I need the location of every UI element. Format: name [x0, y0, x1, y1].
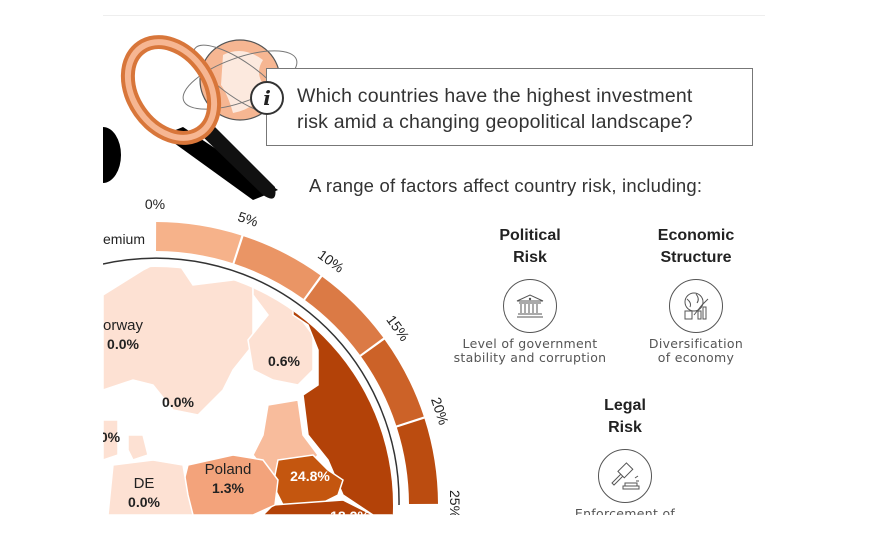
map-label-left: 0% — [103, 429, 121, 445]
map-label-ukraine: 24.8% — [290, 468, 330, 484]
scale-baseline-arc — [103, 257, 400, 506]
infographic: emium 0% 5% 10% 15% 20% 25% orway 0.0% 0.6% 0.… — [103, 15, 765, 515]
subtitle: A range of factors affect country risk, … — [309, 175, 703, 196]
map-label-poland: Poland 1.3% — [204, 461, 252, 496]
factor-legal-risk: Legal Risk Enforcement of — [574, 397, 676, 515]
factor-political-risk: Political Risk Level of government stabi… — [453, 227, 607, 365]
scale-tick-label: 25% — [447, 490, 463, 515]
map-region-east-dark[interactable] — [261, 499, 374, 515]
decorative-black-shape — [103, 127, 121, 183]
info-icon: i — [250, 81, 284, 115]
map-label-norway: orway 0.0% — [103, 317, 143, 352]
question-text: Which countries have the highest investm… — [297, 85, 693, 133]
map-region-norway-sweden[interactable] — [103, 255, 254, 416]
scale-segment — [396, 418, 438, 504]
scale-segment — [361, 339, 424, 426]
map-label-germany: DE 0.0% — [128, 475, 160, 510]
map-label-russia: 18.2% — [325, 507, 375, 515]
scale-tick-label: 0% — [144, 196, 166, 212]
question-box: Which countries have the highest investm… — [266, 68, 753, 146]
illustration-layer — [103, 35, 438, 515]
divider — [103, 15, 765, 16]
globe-chart-icon — [669, 279, 723, 333]
magnifier-handle-shadow — [163, 127, 278, 200]
scale-axis-label: emium — [103, 231, 146, 247]
factor-economic-structure: Economic Structure Diversification of ec… — [648, 227, 744, 365]
map-region-west[interactable] — [103, 419, 119, 462]
map-label-finland: 0.6% — [268, 353, 300, 369]
scale-segment — [156, 222, 242, 264]
magnifier-handle — [201, 127, 276, 199]
map-region-germany[interactable] — [107, 459, 194, 515]
risk-premium-scale — [156, 222, 438, 504]
gavel-icon — [598, 449, 652, 503]
scale-segment — [305, 276, 384, 355]
map-label-sweden: 0.0% — [162, 394, 194, 410]
map-region-denmark[interactable] — [127, 434, 149, 461]
scale-segment — [234, 236, 321, 299]
government-building-icon — [503, 279, 557, 333]
